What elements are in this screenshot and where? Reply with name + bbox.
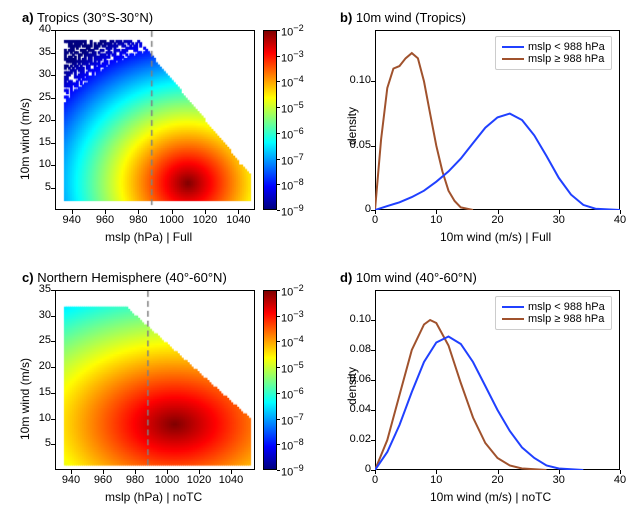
xtick: 20	[484, 214, 512, 226]
ytick: 0	[335, 203, 371, 215]
colorbar-tick: 10−6	[281, 126, 304, 142]
legend-line-icon	[502, 58, 524, 60]
ytick: 20	[15, 113, 51, 125]
panel-d-xlabel: 10m wind (m/s) | noTC	[430, 490, 551, 504]
xtick: 960	[89, 474, 117, 486]
xtick: 20	[484, 474, 512, 486]
panel-c-title: c) Northern Hemisphere (40°-60°N)	[22, 270, 227, 285]
colorbar-tick: 10−4	[281, 74, 304, 90]
ytick: 10	[15, 412, 51, 424]
colorbar-tick: 10−3	[281, 49, 304, 65]
legend-item: mslp ≥ 988 hPa	[502, 53, 605, 65]
xtick: 1040	[224, 214, 252, 226]
xtick: 40	[606, 214, 634, 226]
colorbar-a	[263, 30, 277, 210]
legend-label: mslp ≥ 988 hPa	[528, 313, 604, 325]
density-curve	[375, 53, 473, 210]
panel-c-xlabel: mslp (hPa) | noTC	[105, 490, 202, 504]
panel-b-title: b) 10m wind (Tropics)	[340, 10, 466, 25]
colorbar-tick: 10−2	[281, 283, 304, 299]
ytick: 0.06	[335, 373, 371, 385]
ytick: 5	[15, 437, 51, 449]
xtick: 10	[422, 214, 450, 226]
ytick: 5	[15, 181, 51, 193]
legend-label: mslp ≥ 988 hPa	[528, 53, 604, 65]
xtick: 30	[545, 214, 573, 226]
ytick: 0.02	[335, 433, 371, 445]
ytick: 0.10	[335, 74, 371, 86]
xtick: 0	[361, 474, 389, 486]
panel-c-title-text: Northern Hemisphere (40°-60°N)	[37, 270, 227, 285]
xtick: 1040	[217, 474, 245, 486]
colorbar-c	[263, 290, 277, 470]
ytick: 0.05	[335, 139, 371, 151]
colorbar-tick: 10−8	[281, 177, 304, 193]
ytick: 25	[15, 91, 51, 103]
colorbar-tick: 10−6	[281, 386, 304, 402]
legend-line-icon	[502, 306, 524, 308]
panel-a-title-text: Tropics (30°S-30°N)	[37, 10, 153, 25]
xtick: 1020	[185, 474, 213, 486]
xtick: 0	[361, 214, 389, 226]
ytick: 0.10	[335, 313, 371, 325]
panel-d-tag: d)	[340, 270, 352, 285]
panel_d-legend: mslp < 988 hPamslp ≥ 988 hPa	[495, 296, 612, 330]
xtick: 1000	[158, 214, 186, 226]
colorbar-tick: 10−2	[281, 23, 304, 39]
panel-b-title-text: 10m wind (Tropics)	[356, 10, 466, 25]
xtick: 1020	[191, 214, 219, 226]
legend-line-icon	[502, 46, 524, 48]
panel-b-xlabel: 10m wind (m/s) | Full	[440, 230, 551, 244]
ytick: 25	[15, 334, 51, 346]
colorbar-tick: 10−5	[281, 100, 304, 116]
panel-d-title: d) 10m wind (40°-60°N)	[340, 270, 477, 285]
density-curve	[375, 337, 583, 471]
legend-item: mslp ≥ 988 hPa	[502, 313, 605, 325]
ytick: 0.04	[335, 403, 371, 415]
ytick: 15	[15, 386, 51, 398]
legend-item: mslp < 988 hPa	[502, 301, 605, 313]
colorbar-tick: 10−5	[281, 360, 304, 376]
xtick: 940	[58, 214, 86, 226]
legend-line-icon	[502, 318, 524, 320]
ytick: 10	[15, 158, 51, 170]
panel-b-tag: b)	[340, 10, 352, 25]
legend-item: mslp < 988 hPa	[502, 41, 605, 53]
panel_b-legend: mslp < 988 hPamslp ≥ 988 hPa	[495, 36, 612, 70]
panel-d-title-text: 10m wind (40°-60°N)	[356, 270, 477, 285]
ytick: 30	[15, 68, 51, 80]
xtick: 980	[124, 214, 152, 226]
colorbar-tick: 10−9	[281, 463, 304, 479]
ytick: 40	[15, 23, 51, 35]
ytick: 0.08	[335, 343, 371, 355]
ytick: 15	[15, 136, 51, 148]
xtick: 980	[121, 474, 149, 486]
xtick: 940	[57, 474, 85, 486]
colorbar-tick: 10−4	[281, 334, 304, 350]
xtick: 960	[91, 214, 119, 226]
ytick: 0	[335, 463, 371, 475]
legend-label: mslp < 988 hPa	[528, 41, 605, 53]
colorbar-tick: 10−8	[281, 437, 304, 453]
panel-c-plot	[55, 290, 255, 470]
ytick: 30	[15, 309, 51, 321]
xtick: 10	[422, 474, 450, 486]
xtick: 30	[545, 474, 573, 486]
colorbar-tick: 10−3	[281, 309, 304, 325]
figure: a) Tropics (30°S-30°N) 10m wind (m/s) ms…	[0, 0, 640, 511]
xtick: 1000	[153, 474, 181, 486]
colorbar-tick: 10−7	[281, 412, 304, 428]
xtick: 40	[606, 474, 634, 486]
colorbar-tick: 10−7	[281, 152, 304, 168]
density-curve	[375, 114, 620, 210]
colorbar-tick: 10−9	[281, 203, 304, 219]
ytick: 20	[15, 360, 51, 372]
ytick: 35	[15, 46, 51, 58]
panel-a-plot	[55, 30, 255, 210]
panel-a-xlabel: mslp (hPa) | Full	[105, 230, 192, 244]
ytick: 35	[15, 283, 51, 295]
legend-label: mslp < 988 hPa	[528, 301, 605, 313]
